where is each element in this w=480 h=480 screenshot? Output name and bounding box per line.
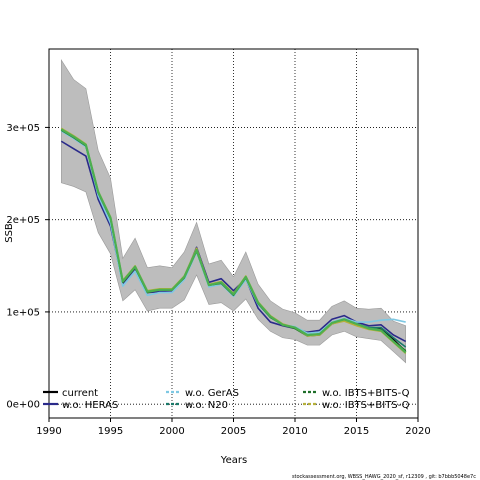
legend-label: w.o. IBTS+BITS-Q xyxy=(322,388,410,399)
x-tick-label: 2020 xyxy=(405,426,430,437)
legend-label: w.o. HERAS xyxy=(62,400,118,411)
y-tick-label: 2e+05 xyxy=(6,215,40,226)
footer-text: stockassessment.org, WBSS_HAWG_2020_sf, … xyxy=(292,474,476,480)
legend-label: w.o. GerAS xyxy=(185,388,239,399)
y-tick-label: 3e+05 xyxy=(6,123,40,134)
y-tick-label: 0e+00 xyxy=(6,400,40,411)
x-tick-label: 2000 xyxy=(159,426,184,437)
y-tick-label: 1e+05 xyxy=(6,307,40,318)
x-tick-label: 2005 xyxy=(221,426,246,437)
x-tick-label: 2010 xyxy=(282,426,307,437)
legend-label: w.o. IBTS+BITS-Q xyxy=(322,400,410,411)
x-tick-label: 1995 xyxy=(98,426,123,437)
x-axis-title: Years xyxy=(220,455,247,466)
series-lines xyxy=(60,127,407,355)
y-axis-title: SSB xyxy=(4,223,15,243)
x-tick-label: 2015 xyxy=(344,426,369,437)
confidence-band xyxy=(60,59,407,364)
confidence-band-area xyxy=(60,59,407,364)
x-tick-label: 1990 xyxy=(36,426,61,437)
legend-label: w.o. N20 xyxy=(185,400,228,411)
legend-label: current xyxy=(62,388,98,399)
series-line xyxy=(60,128,407,354)
